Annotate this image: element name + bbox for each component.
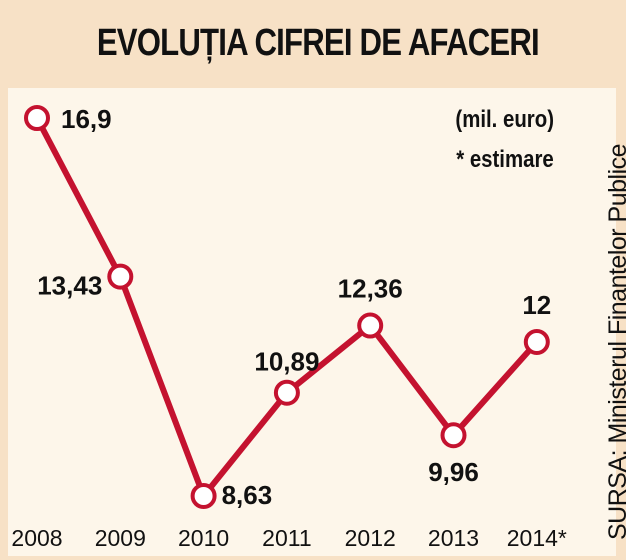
data-point-2014 [523,328,550,355]
unit-note: (mil. euro) [455,106,554,133]
data-label-2010: 8,63 [222,480,273,510]
points-layer [24,105,550,509]
data-label-2012: 12,36 [338,274,403,304]
data-label-2008: 16,9 [61,104,112,134]
chart-title: EVOLUȚIA CIFREI DE AFACERI [96,22,540,64]
header-banner: EVOLUȚIA CIFREI DE AFACERI [0,0,626,88]
data-point-2012 [357,312,384,339]
data-point-2010 [190,483,217,509]
data-label-2011: 10,89 [254,347,319,377]
source-credit: SURSA: Ministerul Finanțelor Publice [604,143,626,540]
x-tick-2014: 2014* [507,525,567,551]
x-tick-2012: 2012 [345,525,396,551]
estimate-note: * estimare [456,146,554,173]
data-point-2011 [273,379,300,406]
data-point-2009 [107,263,134,290]
data-point-2013 [440,422,467,449]
data-point-2008 [24,105,50,131]
x-tick-2010: 2010 [178,525,229,551]
data-label-2013: 9,96 [428,457,479,487]
data-label-2009: 13,43 [37,271,102,301]
x-tick-2013: 2013 [428,525,479,551]
x-axis-ticks: 2008 2009 2010 2011 2012 2013 2014* [11,525,566,551]
chart-panel [8,88,616,556]
ribbon-shape [0,0,50,88]
data-label-2014: 12 [522,290,551,320]
labels-layer: 16,9 13,43 8,63 10,89 12,36 9,96 12 [37,104,551,510]
x-tick-2009: 2009 [95,525,146,551]
x-tick-2008: 2008 [11,525,62,551]
x-tick-2011: 2011 [262,525,311,551]
